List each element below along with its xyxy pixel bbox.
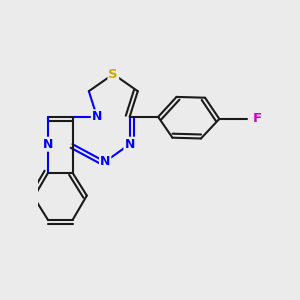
Text: F: F [252,112,262,125]
Text: N: N [92,110,102,123]
Text: S: S [109,68,118,81]
Text: N: N [43,138,53,151]
Text: N: N [124,138,135,151]
Text: N: N [100,155,110,168]
